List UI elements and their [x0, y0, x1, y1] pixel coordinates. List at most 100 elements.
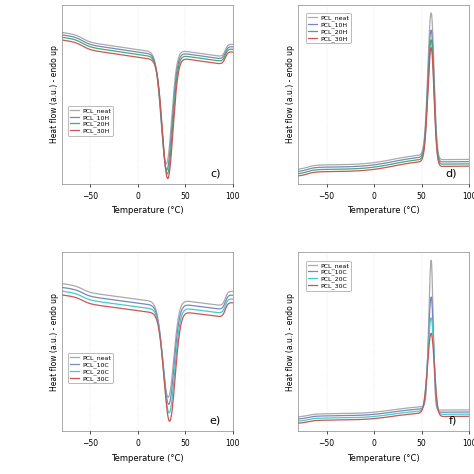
- PCL_30H: [368, 167, 374, 173]
- Legend: PCL_neat, PCL_10C, PCL_20C, PCL_30C: PCL_neat, PCL_10C, PCL_20C, PCL_30C: [306, 261, 351, 291]
- PCL_20C: [419, 405, 425, 411]
- PCL_30C: [132, 307, 138, 313]
- PCL_30H: [428, 45, 434, 51]
- PCL_neat: [216, 302, 222, 308]
- PCL_10C: [466, 409, 472, 415]
- PCL_30H: [419, 155, 425, 161]
- PCL_30H: [295, 173, 301, 179]
- PCL_10C: [59, 284, 64, 290]
- PCL_20H: [466, 161, 472, 167]
- PCL_20H: [419, 153, 425, 159]
- Line: PCL_10H: PCL_10H: [298, 30, 469, 171]
- PCL_10C: [368, 412, 374, 418]
- PCL_neat: [225, 43, 230, 49]
- Line: PCL_neat: PCL_neat: [298, 260, 469, 417]
- Line: PCL_30C: PCL_30C: [298, 333, 469, 423]
- PCL_20H: [183, 54, 189, 59]
- Line: PCL_20C: PCL_20C: [62, 291, 233, 413]
- PCL_20C: [132, 304, 138, 310]
- PCL_30C: [131, 307, 137, 313]
- PCL_20H: [295, 171, 301, 176]
- PCL_20H: [367, 165, 373, 171]
- PCL_neat: [461, 407, 467, 413]
- PCL_10H: [428, 27, 434, 33]
- PCL_neat: [140, 297, 146, 303]
- PCL_neat: [419, 404, 425, 410]
- PCL_10C: [183, 302, 189, 308]
- PCL_10H: [140, 50, 146, 55]
- PCL_30C: [216, 314, 222, 319]
- Line: PCL_30C: PCL_30C: [62, 295, 233, 421]
- PCL_10H: [164, 167, 170, 173]
- PCL_20C: [225, 298, 230, 303]
- PCL_20H: [461, 161, 467, 167]
- PCL_10H: [132, 49, 138, 55]
- PCL_10H: [216, 55, 222, 61]
- PCL_30H: [59, 37, 64, 43]
- PCL_30H: [225, 51, 230, 56]
- PCL_30C: [183, 310, 189, 316]
- PCL_10C: [216, 306, 222, 312]
- PCL_20C: [461, 411, 467, 417]
- PCL_20H: [132, 51, 138, 57]
- PCL_10C: [419, 405, 425, 411]
- PCL_neat: [165, 394, 171, 400]
- PCL_10C: [461, 409, 467, 415]
- PCL_30H: [165, 176, 171, 182]
- PCL_30C: [295, 420, 301, 426]
- PCL_neat: [428, 257, 434, 263]
- Line: PCL_20H: PCL_20H: [62, 37, 233, 174]
- PCL_neat: [183, 49, 189, 55]
- PCL_20H: [164, 171, 170, 177]
- PCL_10H: [225, 46, 230, 51]
- PCL_30H: [183, 56, 189, 62]
- PCL_10C: [453, 409, 458, 415]
- Legend: PCL_neat, PCL_10H, PCL_20H, PCL_30H: PCL_neat, PCL_10H, PCL_20H, PCL_30H: [306, 13, 351, 44]
- PCL_neat: [419, 148, 425, 154]
- PCL_20C: [295, 418, 301, 424]
- PCL_20H: [453, 161, 458, 167]
- PCL_neat: [461, 156, 467, 162]
- X-axis label: Temperature (°C): Temperature (°C): [347, 454, 420, 463]
- PCL_20C: [166, 410, 172, 416]
- PCL_30C: [461, 413, 467, 419]
- Line: PCL_10C: PCL_10C: [62, 287, 233, 404]
- PCL_neat: [132, 46, 138, 52]
- PCL_neat: [225, 291, 230, 296]
- PCL_30H: [132, 54, 138, 60]
- Legend: PCL_neat, PCL_10H, PCL_20H, PCL_30H: PCL_neat, PCL_10H, PCL_20H, PCL_30H: [68, 106, 113, 136]
- PCL_30C: [225, 301, 230, 307]
- Line: PCL_neat: PCL_neat: [298, 13, 469, 169]
- PCL_10C: [230, 292, 236, 298]
- PCL_30H: [461, 164, 467, 169]
- PCL_30C: [167, 419, 173, 424]
- PCL_20H: [368, 164, 374, 170]
- PCL_neat: [230, 289, 236, 294]
- X-axis label: Temperature (°C): Temperature (°C): [111, 206, 183, 215]
- PCL_10C: [428, 294, 434, 300]
- PCL_20H: [230, 46, 236, 52]
- PCL_20C: [428, 315, 434, 321]
- PCL_10H: [183, 51, 189, 57]
- PCL_10C: [140, 301, 146, 307]
- PCL_10H: [453, 159, 458, 164]
- Y-axis label: Heat flow (a.u.) - endo up: Heat flow (a.u.) - endo up: [50, 46, 59, 143]
- Y-axis label: Heat flow (a.u.) - endo up: Heat flow (a.u.) - endo up: [286, 46, 295, 143]
- PCL_20C: [376, 413, 382, 419]
- PCL_30C: [453, 413, 458, 419]
- PCL_10C: [131, 300, 137, 305]
- PCL_30C: [368, 416, 374, 422]
- PCL_neat: [367, 160, 373, 166]
- PCL_30C: [419, 406, 425, 412]
- PCL_neat: [140, 47, 146, 53]
- Legend: PCL_neat, PCL_10C, PCL_20C, PCL_30C: PCL_neat, PCL_10C, PCL_20C, PCL_30C: [68, 353, 113, 383]
- PCL_neat: [453, 156, 458, 162]
- PCL_30C: [376, 415, 382, 421]
- PCL_10H: [368, 163, 374, 168]
- PCL_20C: [59, 288, 64, 294]
- Text: c): c): [210, 169, 221, 179]
- PCL_neat: [59, 281, 64, 286]
- Line: PCL_30H: PCL_30H: [298, 48, 469, 176]
- Line: PCL_neat: PCL_neat: [62, 283, 233, 397]
- PCL_10H: [419, 151, 425, 156]
